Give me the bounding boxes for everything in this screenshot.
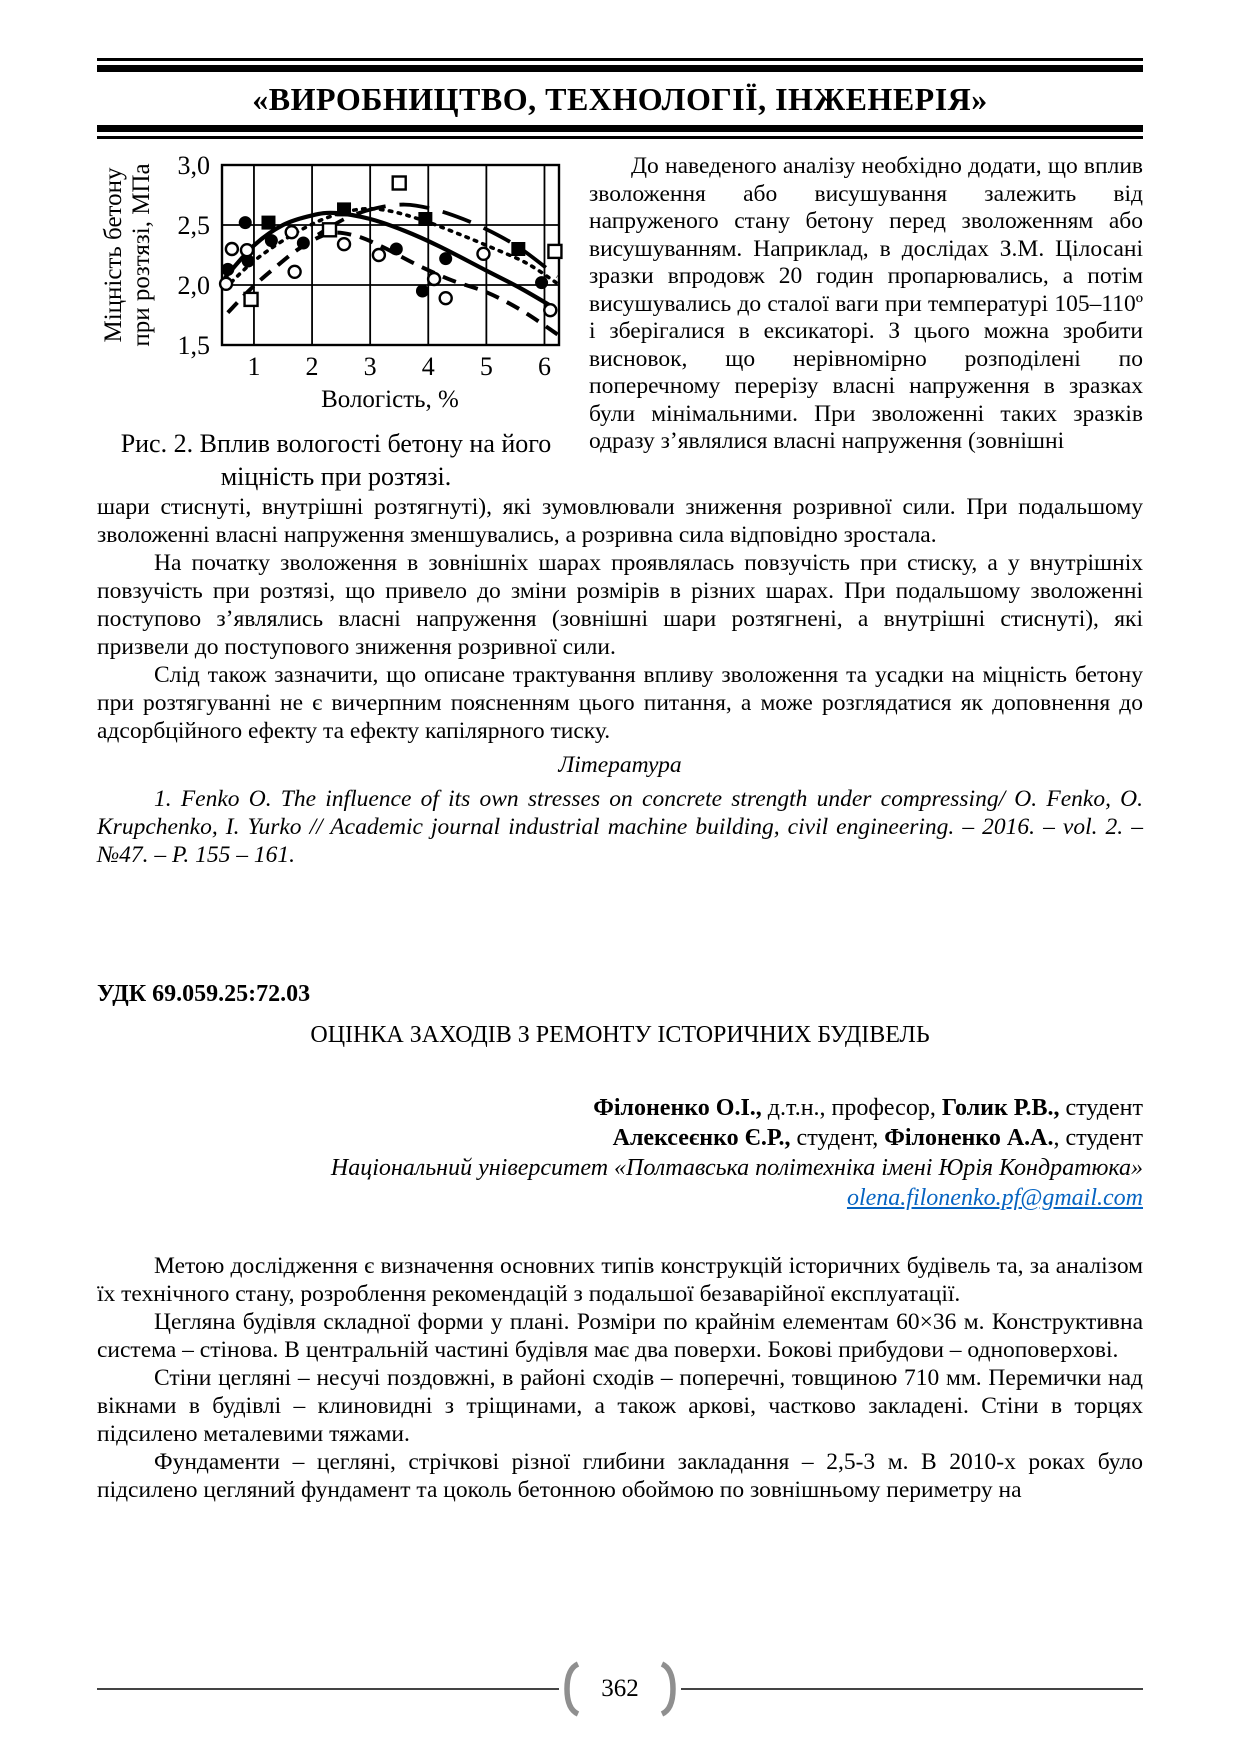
authors-line-1: Філоненко О.І., д.т.н., професор, Голик …	[97, 1093, 1143, 1123]
paragraph: Цегляна будівля складної форми у плані. …	[97, 1309, 1143, 1363]
header-banner: «ВИРОБНИЦТВО, ТЕХНОЛОГІЇ, ІНЖЕНЕРІЯ»	[97, 58, 1143, 139]
header-rule-top-thick	[97, 65, 1143, 72]
author-name: Філоненко А.А.	[884, 1125, 1054, 1151]
authors-block: Філоненко О.І., д.т.н., професор, Голик …	[97, 1093, 1143, 1214]
article-title: ОЦІНКА ЗАХОДІВ З РЕМОНТУ ІСТОРИЧНИХ БУДІ…	[310, 1022, 930, 1048]
page-footer: 362	[97, 1660, 1143, 1718]
author-name: Філоненко О.І.,	[593, 1095, 762, 1121]
paragraph-continuation: шари стиснуті, внутрішні розтягнуті), як…	[97, 494, 1143, 548]
header-rule-bottom-thick	[97, 125, 1143, 132]
paragraph-column: До наведеного аналізу необхідно додати, …	[589, 153, 1143, 454]
svg-text:2,5: 2,5	[178, 211, 211, 240]
udk-code: УДК 69.059.25:72.03	[97, 981, 311, 1007]
email-link[interactable]: olena.filonenko.pf@gmail.com	[846, 1185, 1143, 1211]
author-role: , студент	[1053, 1125, 1143, 1151]
svg-text:1,5: 1,5	[178, 331, 211, 360]
svg-text:3: 3	[364, 352, 377, 381]
page-bracket-left-icon	[564, 1661, 580, 1717]
author-role: д.т.н., професор,	[761, 1095, 942, 1121]
author-name: Голик Р.В.,	[941, 1095, 1060, 1121]
paragraph: Фундаменти – цегляні, стрічкові різної г…	[97, 1449, 1143, 1503]
svg-text:6: 6	[538, 352, 551, 381]
footer-rule-right	[680, 1688, 1143, 1690]
svg-text:4: 4	[422, 352, 435, 381]
affiliation: Національний університет «Полтавська пол…	[330, 1155, 1143, 1181]
svg-text:3,0: 3,0	[178, 153, 211, 180]
footer-rule-left	[97, 1688, 560, 1690]
svg-text:2,0: 2,0	[178, 271, 211, 300]
email-row: olena.filonenko.pf@gmail.com	[97, 1183, 1143, 1214]
figure-and-text-section: Міцність бетону при розтязі, МПа Вологіс…	[97, 153, 1143, 493]
paragraph: Метою дослідження є визначення основних …	[97, 1253, 1143, 1307]
reference-entry: 1. Fenko O. The influence of its own str…	[97, 786, 1143, 868]
chart-canvas: Міцність бетону при розтязі, МПа Вологіс…	[100, 153, 563, 413]
header-rule-bottom-thin	[97, 136, 1143, 139]
author-name: Алексеєнко Є.Р.,	[612, 1125, 791, 1151]
author-role: студент	[1059, 1095, 1143, 1121]
svg-text:2: 2	[306, 352, 319, 381]
y-axis-label-line1: Міцність бетону	[100, 167, 127, 343]
figure-caption: Рис. 2. Вплив вологості бетону на його м…	[120, 429, 552, 491]
figure-2: Міцність бетону при розтязі, МПа Вологіс…	[97, 153, 575, 493]
header-rule-top-thin	[97, 58, 1143, 61]
page-bracket-right-icon	[660, 1661, 676, 1717]
authors-line-2: Алексеєнко Є.Р., студент, Філоненко А.А.…	[97, 1123, 1143, 1153]
author-role: студент,	[790, 1125, 885, 1151]
literature-heading: Література	[558, 752, 682, 778]
paragraph: Стіни цегляні – несучі поздовжні, в райо…	[97, 1365, 1143, 1447]
paragraph: На початку зволоження в зовнішніх шарах …	[97, 550, 1143, 660]
page-number: 362	[601, 1675, 639, 1702]
x-axis-label: Вологість, %	[321, 386, 459, 413]
right-column: До наведеного аналізу необхідно додати, …	[575, 153, 1143, 493]
svg-text:1: 1	[247, 352, 260, 381]
journal-title: «ВИРОБНИЦТВО, ТЕХНОЛОГІЇ, ІНЖЕНЕРІЯ»	[252, 81, 988, 117]
svg-text:5: 5	[480, 352, 493, 381]
y-axis-label-line2: при розтязі, МПа	[128, 163, 155, 346]
article-body: Метою дослідження є визначення основних …	[97, 1252, 1143, 1504]
paragraph: Слід також зазначити, що описане трактув…	[97, 662, 1143, 744]
